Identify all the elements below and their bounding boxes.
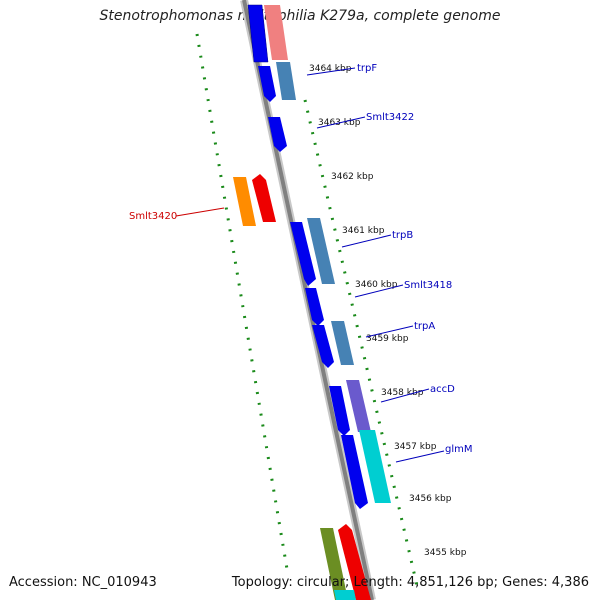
gene-label-smlt3422[interactable]: Smlt3422: [366, 112, 414, 123]
kbp-marker: 3456 kbp: [409, 494, 452, 504]
kbp-marker: 3461 kbp: [342, 226, 385, 236]
gene-block[interactable]: [329, 386, 350, 436]
gene-block[interactable]: [252, 174, 276, 222]
gene-block[interactable]: [290, 222, 316, 286]
gene-blocks: [233, 4, 391, 600]
gene-block[interactable]: [276, 62, 296, 100]
kbp-marker: 3460 kbp: [355, 280, 398, 290]
gene-block[interactable]: [305, 288, 324, 326]
outer-tick-track-right: [303, 99, 420, 591]
gene-labels: trpF Smlt3422 Smlt3420 trpB Smlt3418 trp…: [129, 63, 473, 455]
gene-block[interactable]: [264, 5, 288, 60]
genome-summary-text: Topology: circular; Length: 4,851,126 bp…: [231, 575, 589, 590]
kbp-marker: 3464 kbp: [309, 64, 352, 74]
gene-block[interactable]: [233, 177, 256, 226]
kbp-marker: 3458 kbp: [381, 388, 424, 398]
gene-block[interactable]: [312, 325, 334, 368]
gene-label-trpF[interactable]: trpF: [357, 63, 377, 74]
gene-block[interactable]: [307, 218, 335, 284]
gene-block[interactable]: [334, 590, 356, 600]
gene-label-accD[interactable]: accD: [430, 384, 455, 395]
gene-label-smlt3420[interactable]: Smlt3420: [129, 211, 177, 222]
gene-block[interactable]: [268, 117, 287, 152]
gene-label-trpA[interactable]: trpA: [414, 321, 435, 332]
outer-tick-track-left: [195, 33, 290, 576]
kbp-markers: 3464 kbp 3463 kbp 3462 kbp 3461 kbp 3460…: [309, 64, 467, 558]
gene-block[interactable]: [258, 66, 276, 102]
gene-block[interactable]: [331, 321, 354, 365]
genome-title: Stenotrophomonas maltophilia K279a, comp…: [99, 8, 501, 24]
kbp-marker: 3457 kbp: [394, 442, 437, 452]
accession-text: Accession: NC_010943: [9, 575, 157, 590]
gene-label-trpB[interactable]: trpB: [392, 230, 413, 241]
gene-block[interactable]: [341, 435, 368, 509]
kbp-marker: 3459 kbp: [366, 334, 409, 344]
gene-block[interactable]: [346, 380, 371, 432]
gene-block[interactable]: [320, 528, 348, 600]
gene-block[interactable]: [338, 524, 371, 600]
gene-label-smlt3418[interactable]: Smlt3418: [404, 280, 452, 291]
gene-block[interactable]: [247, 4, 269, 63]
kbp-marker: 3462 kbp: [331, 172, 374, 182]
gene-block[interactable]: [359, 430, 391, 503]
leader-lines: [175, 67, 445, 463]
kbp-marker: 3455 kbp: [424, 548, 467, 558]
gene-label-glmM[interactable]: glmM: [445, 444, 473, 455]
